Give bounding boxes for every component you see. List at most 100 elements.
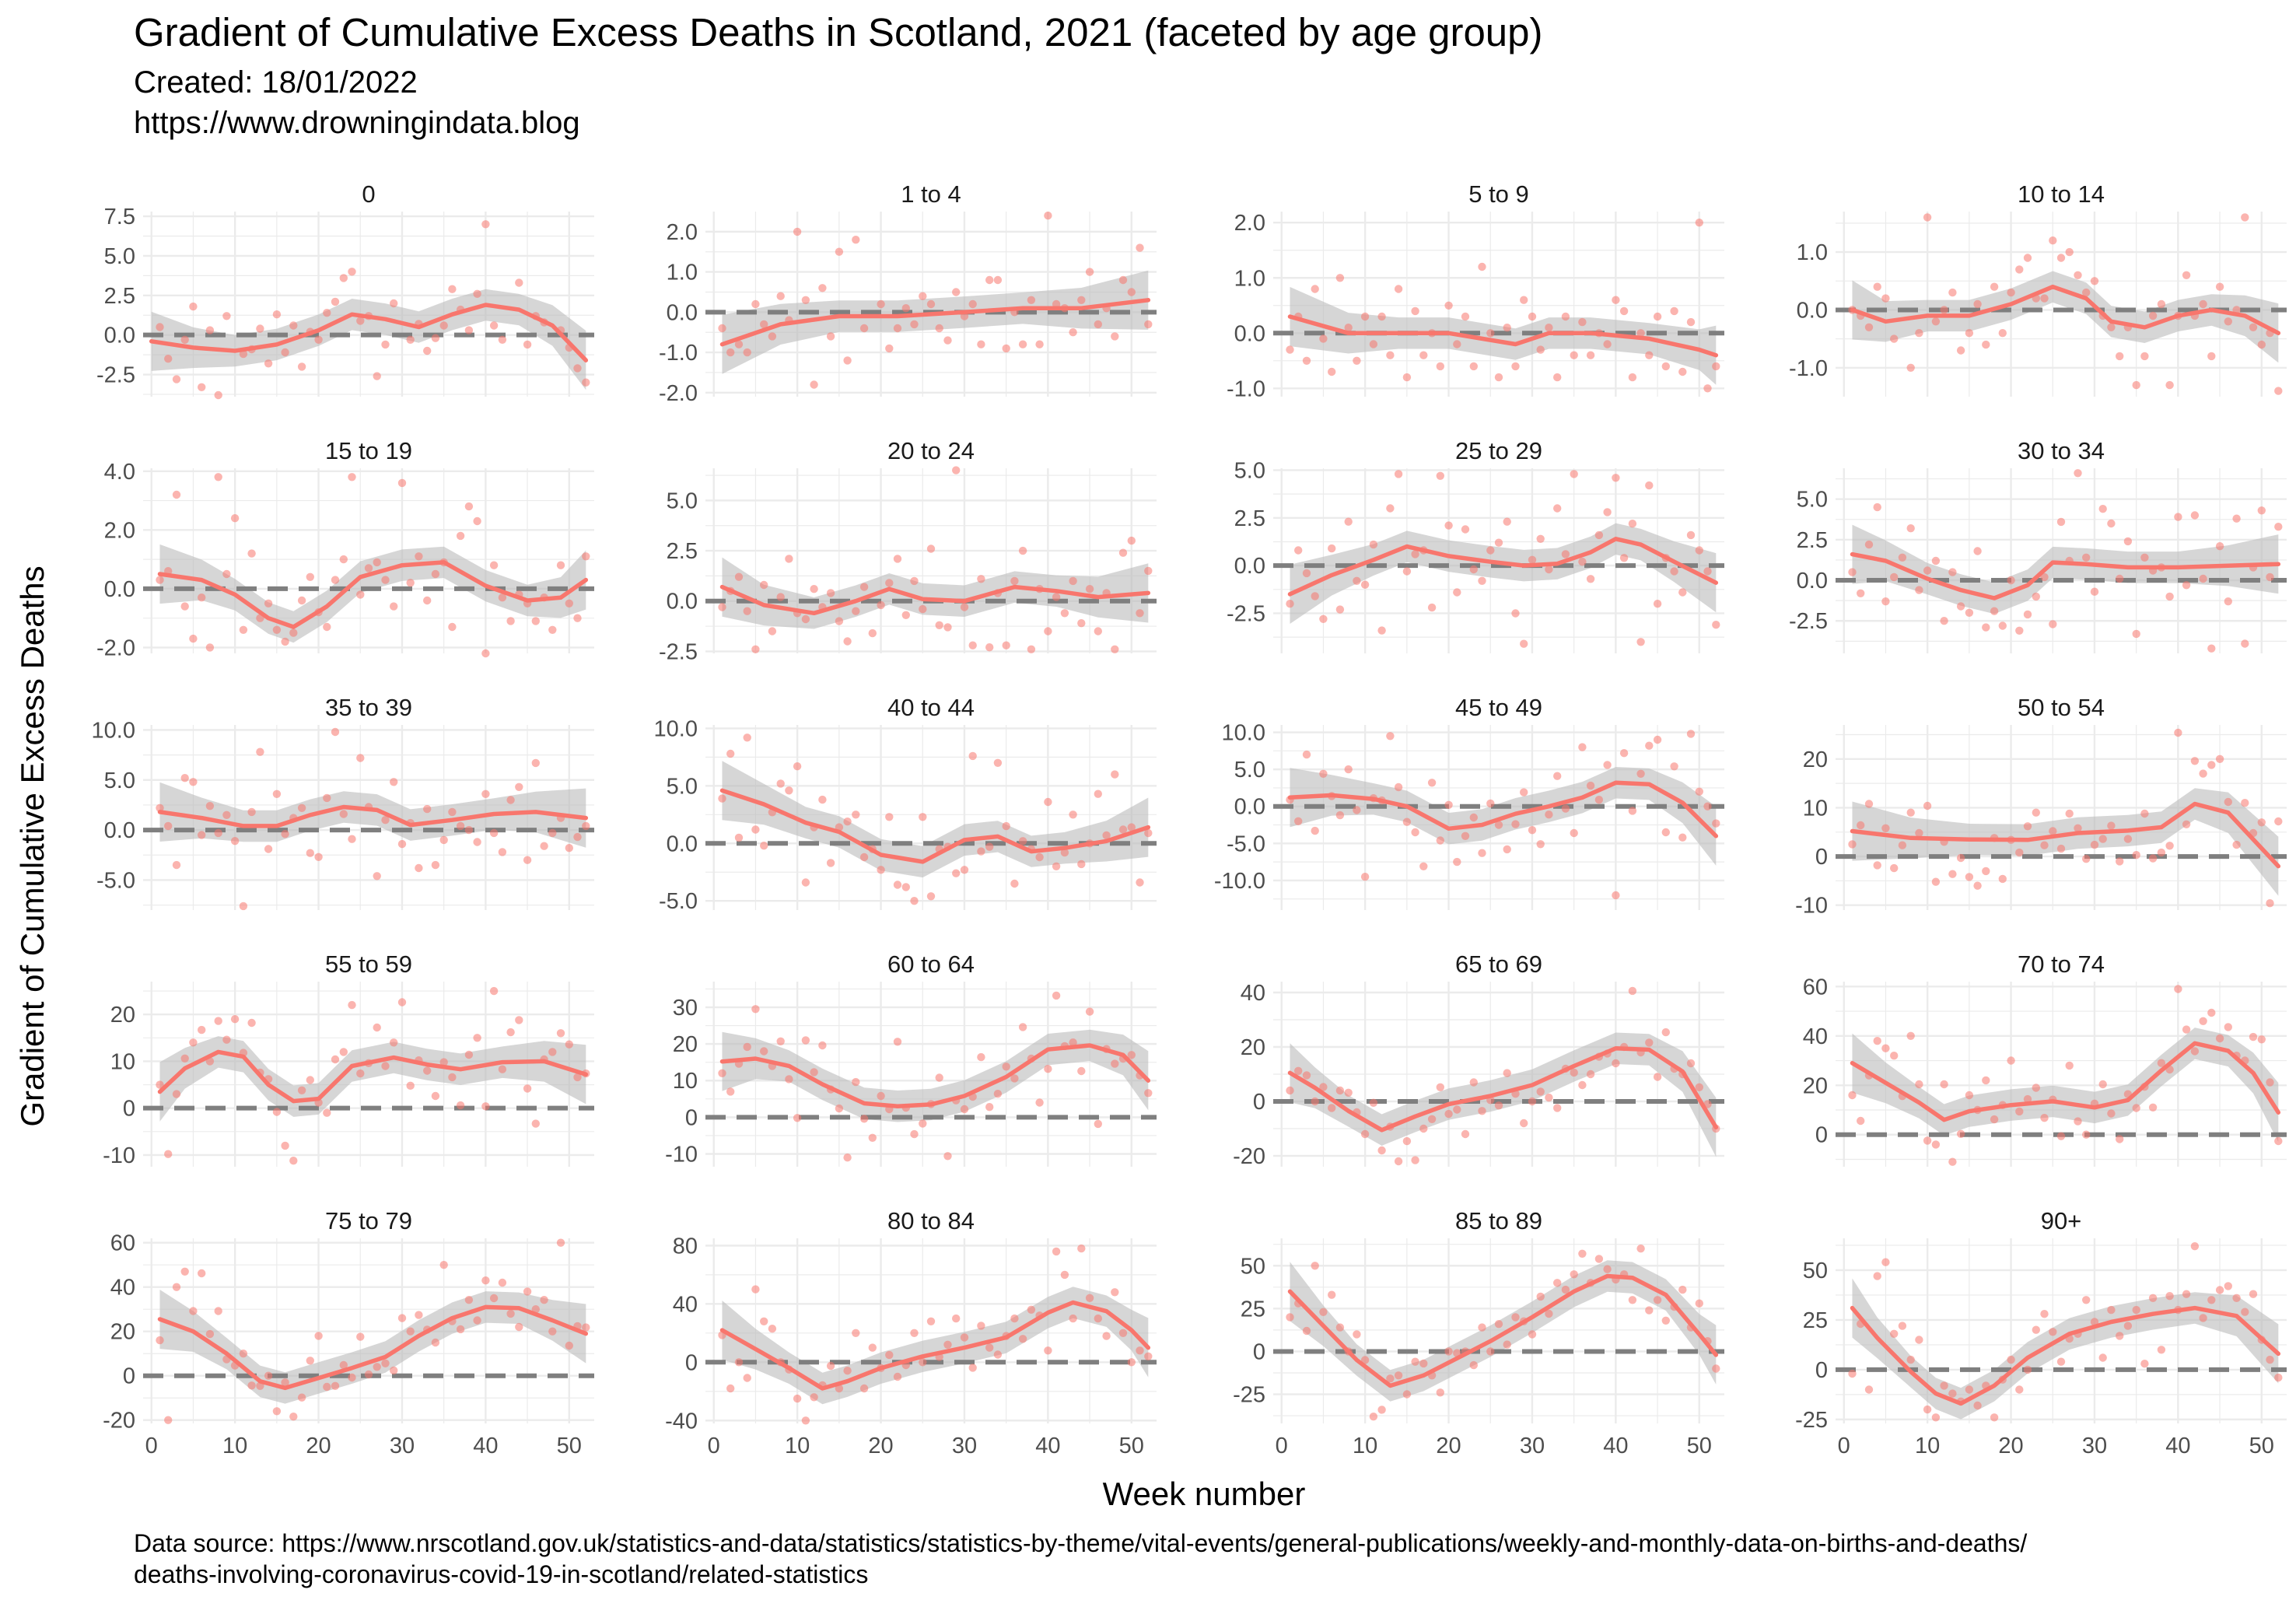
data-point	[2056, 844, 2066, 853]
y-tick-label: 20	[1241, 1035, 1265, 1060]
data-point	[1653, 1296, 1662, 1304]
data-point	[256, 324, 264, 333]
data-point	[2224, 1282, 2232, 1290]
data-point	[2165, 380, 2174, 390]
data-point	[901, 611, 911, 619]
facet-panel: 40 to 44 -5.0 0.0 5.0 10.0	[654, 694, 1157, 914]
data-point	[2040, 294, 2049, 303]
data-point	[1553, 772, 1562, 780]
data-point	[1603, 1265, 1612, 1273]
y-tick-label: 7.5	[104, 205, 135, 229]
data-point	[1136, 243, 1144, 252]
data-point	[515, 1016, 523, 1024]
data-point	[1353, 576, 1361, 585]
data-point	[859, 1384, 869, 1393]
data-point	[489, 986, 499, 996]
data-point	[2215, 282, 2224, 291]
data-point	[2098, 1080, 2107, 1089]
data-point	[1965, 873, 1974, 881]
y-tick-label: 0	[1815, 1123, 1828, 1148]
smooth-trend-line	[1850, 551, 2281, 600]
data-point	[1344, 324, 1353, 332]
data-point	[556, 561, 565, 569]
data-point	[1302, 1326, 1311, 1336]
data-point	[2090, 840, 2099, 849]
data-point	[339, 810, 348, 818]
data-point	[1436, 362, 1445, 371]
data-point	[515, 782, 523, 791]
data-point	[2032, 1084, 2040, 1092]
data-point	[1060, 609, 1069, 618]
data-point	[198, 593, 206, 602]
data-point	[373, 872, 381, 881]
y-tick-label: -10	[1795, 894, 1828, 919]
data-point	[582, 1323, 590, 1332]
data-point	[935, 324, 943, 333]
data-point	[323, 1382, 331, 1392]
y-axis-label: Gradient of Cumulative Excess Deaths	[14, 565, 51, 1126]
data-point	[1973, 1401, 1982, 1410]
smooth-trend-line	[157, 1049, 589, 1104]
data-point	[506, 1309, 515, 1318]
data-point	[523, 1084, 532, 1093]
data-point	[743, 348, 751, 357]
data-point	[1881, 294, 1890, 303]
data-point	[214, 390, 222, 400]
data-point	[943, 1340, 952, 1350]
data-point	[2040, 572, 2049, 582]
data-point	[1360, 873, 1370, 881]
data-point	[1890, 572, 1899, 582]
smooth-trend-line	[1287, 537, 1719, 597]
data-point	[2007, 1056, 2015, 1065]
x-tick-label: 40	[473, 1434, 498, 1458]
data-point	[1302, 1071, 1311, 1080]
data-point	[1670, 306, 1678, 316]
data-point	[1906, 524, 1915, 533]
data-point	[2174, 513, 2182, 521]
data-point	[1653, 735, 1662, 744]
data-point	[1503, 1340, 1511, 1349]
data-point	[230, 1015, 240, 1024]
data-point	[793, 762, 802, 771]
data-point	[214, 473, 222, 481]
facet-strip-label: 80 to 84	[887, 1207, 975, 1234]
y-tick-label: 40	[110, 1276, 135, 1301]
data-point	[818, 1041, 827, 1050]
data-point	[1311, 285, 1319, 293]
y-tick-label: 0.0	[1797, 298, 1828, 323]
data-point	[364, 1370, 373, 1379]
data-point	[1069, 1314, 1077, 1323]
data-point	[919, 604, 927, 614]
data-point	[1102, 831, 1111, 840]
data-point	[198, 1025, 206, 1035]
data-point	[1386, 1374, 1395, 1383]
data-point	[2257, 1035, 2266, 1044]
data-point	[1678, 1285, 1687, 1294]
y-tick-label: 0.0	[1797, 569, 1828, 593]
data-point	[1094, 1314, 1103, 1323]
data-point	[2049, 620, 2057, 628]
data-point	[877, 600, 885, 610]
data-point	[2157, 1346, 2166, 1354]
data-point	[2266, 572, 2274, 582]
data-point	[239, 1350, 248, 1358]
x-tick-label: 20	[306, 1434, 331, 1458]
data-point	[1478, 262, 1486, 271]
data-point	[2074, 824, 2082, 833]
data-point	[943, 623, 952, 632]
data-point	[1111, 770, 1119, 779]
facet-strip-label: 30 to 34	[2018, 437, 2105, 464]
data-point	[1628, 1296, 1637, 1304]
data-point	[2007, 288, 2015, 297]
data-point	[381, 1062, 390, 1070]
data-point	[2040, 841, 2049, 849]
data-point	[1857, 821, 1865, 830]
data-point	[1511, 820, 1520, 828]
facet-strip-label: 65 to 69	[1455, 951, 1542, 978]
data-point	[2148, 311, 2158, 320]
data-point	[1881, 1258, 1890, 1266]
data-point	[2032, 808, 2040, 817]
data-point	[2023, 1094, 2032, 1104]
data-point	[1469, 565, 1479, 574]
facet-grid	[1273, 212, 1724, 397]
